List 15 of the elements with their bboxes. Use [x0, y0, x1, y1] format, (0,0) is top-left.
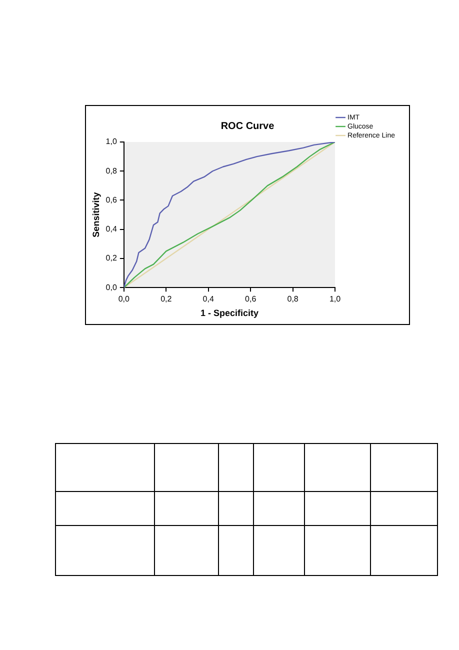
y-tick-label: 0,6: [106, 195, 118, 204]
x-tick-label: 0,4: [202, 294, 214, 304]
y-tick-label: 0,2: [106, 254, 118, 263]
y-tick-label: 0,4: [106, 224, 118, 234]
x-tick-label: 0,2: [160, 294, 172, 304]
chart-title: ROC Curve: [220, 120, 275, 132]
x-tick-label: 0,8: [287, 294, 299, 304]
x-tick-label: 1,0: [329, 294, 342, 304]
y-tick-label: 1,0: [106, 137, 118, 146]
x-tick-label: 0,6: [245, 294, 257, 304]
x-axis-title: 1 - Specificity: [200, 308, 258, 318]
x-tick-label: 0,0: [118, 294, 130, 304]
y-tick-label: 0,8: [106, 166, 118, 176]
y-axis-title: Sensitivity: [90, 192, 101, 238]
y-tick-label: 0,0: [106, 282, 118, 292]
